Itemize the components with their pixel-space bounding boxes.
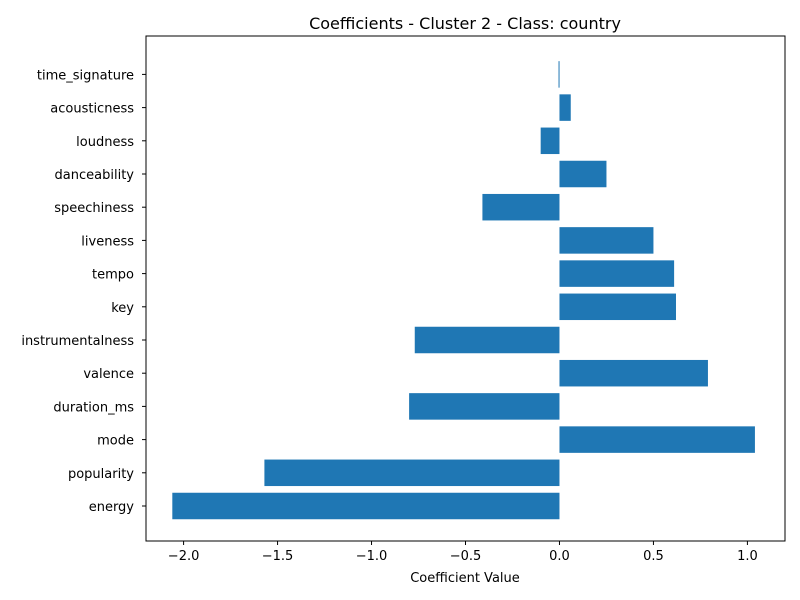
bar-speechiness bbox=[482, 193, 560, 221]
x-tick-label: −1.5 bbox=[262, 549, 294, 564]
y-tick-label-danceability: danceability bbox=[55, 168, 135, 183]
x-tick-label: −2.0 bbox=[168, 549, 200, 564]
bar-time_signature bbox=[558, 61, 560, 88]
y-tick-label-duration_ms: duration_ms bbox=[53, 400, 134, 415]
bar-acousticness bbox=[559, 94, 571, 121]
bar-valence bbox=[559, 359, 708, 387]
y-tick-label-popularity: popularity bbox=[68, 467, 134, 482]
bar-danceability bbox=[559, 160, 607, 188]
x-axis: −2.0 −1.5 −1.0 −0.5 0.0 0.5 1.0 bbox=[168, 541, 758, 564]
bar-mode bbox=[559, 426, 755, 453]
x-tick-label: −1.0 bbox=[356, 549, 388, 564]
x-tick-label: 0.5 bbox=[643, 549, 664, 564]
x-tick-label: 1.0 bbox=[737, 549, 758, 564]
y-tick-label-key: key bbox=[111, 301, 134, 316]
y-tick-label-instrumentalness: instrumentalness bbox=[21, 334, 134, 349]
y-axis: energy popularity mode duration_ms valence in… bbox=[21, 68, 146, 515]
y-tick-label-loudness: loudness bbox=[76, 135, 134, 150]
bar-instrumentalness bbox=[414, 326, 560, 354]
bar-liveness bbox=[559, 227, 654, 254]
y-tick-label-mode: mode bbox=[97, 434, 134, 449]
bar-energy bbox=[172, 492, 560, 520]
y-tick-label-tempo: tempo bbox=[92, 268, 134, 283]
y-tick-label-energy: energy bbox=[89, 500, 135, 515]
y-tick-label-time_signature: time_signature bbox=[37, 68, 134, 83]
x-axis-label: Coefficient Value bbox=[410, 571, 520, 586]
y-tick-label-valence: valence bbox=[83, 367, 134, 382]
y-tick-label-acousticness: acousticness bbox=[50, 102, 134, 117]
y-tick-label-speechiness: speechiness bbox=[54, 201, 134, 216]
bar-popularity bbox=[264, 459, 560, 487]
x-tick-label: 0.0 bbox=[549, 549, 570, 564]
chart-title: Coefficients - Cluster 2 - Class: countr… bbox=[309, 14, 621, 33]
bar-key bbox=[559, 293, 676, 321]
bars-group bbox=[172, 61, 755, 520]
bar-loudness bbox=[540, 127, 560, 155]
bar-duration_ms bbox=[409, 393, 560, 420]
bar-tempo bbox=[559, 260, 675, 287]
y-tick-label-liveness: liveness bbox=[81, 234, 134, 249]
x-tick-label: −0.5 bbox=[450, 549, 482, 564]
